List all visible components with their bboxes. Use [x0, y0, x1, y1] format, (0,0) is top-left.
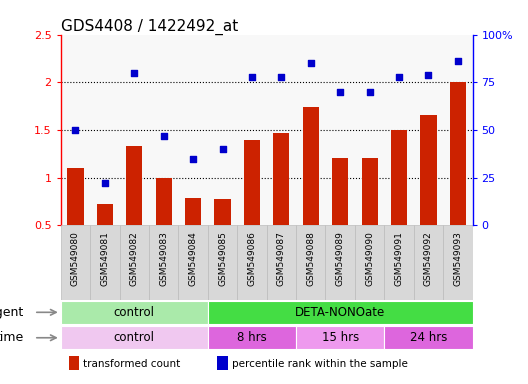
Text: GSM549093: GSM549093	[454, 231, 463, 286]
Bar	[69, 356, 79, 370]
Bar	[450, 82, 466, 225]
Point	[189, 156, 197, 162]
Text: 8 hrs: 8 hrs	[237, 331, 267, 344]
Text: 15 hrs: 15 hrs	[322, 331, 359, 344]
FancyBboxPatch shape	[384, 326, 473, 349]
FancyBboxPatch shape	[61, 301, 208, 324]
Bar	[303, 107, 319, 225]
Bar	[214, 199, 231, 225]
Text: control: control	[114, 306, 155, 319]
FancyBboxPatch shape	[384, 225, 414, 300]
FancyBboxPatch shape	[208, 225, 237, 300]
Bar	[391, 130, 407, 225]
Point	[307, 60, 315, 66]
Point	[454, 58, 462, 65]
Point	[101, 180, 109, 187]
Text: agent: agent	[0, 306, 24, 319]
Bar	[217, 356, 228, 370]
Text: DETA-NONOate: DETA-NONOate	[295, 306, 385, 319]
FancyBboxPatch shape	[61, 326, 208, 349]
Bar	[185, 198, 201, 225]
Point	[336, 89, 344, 95]
Text: 24 hrs: 24 hrs	[410, 331, 447, 344]
FancyBboxPatch shape	[149, 225, 178, 300]
Bar	[126, 146, 143, 225]
Bar	[274, 133, 289, 225]
FancyBboxPatch shape	[237, 225, 267, 300]
Text: GSM549080: GSM549080	[71, 231, 80, 286]
FancyBboxPatch shape	[119, 225, 149, 300]
Text: GSM549091: GSM549091	[394, 231, 403, 286]
FancyBboxPatch shape	[296, 225, 325, 300]
Text: GSM549082: GSM549082	[130, 231, 139, 286]
FancyBboxPatch shape	[208, 301, 473, 324]
Point	[71, 127, 80, 133]
Text: GSM549084: GSM549084	[188, 231, 197, 286]
FancyBboxPatch shape	[296, 326, 384, 349]
Bar	[68, 168, 83, 225]
Text: GSM549085: GSM549085	[218, 231, 227, 286]
Bar	[97, 204, 113, 225]
FancyBboxPatch shape	[443, 225, 473, 300]
Bar	[244, 139, 260, 225]
Text: GSM549081: GSM549081	[100, 231, 109, 286]
Point	[159, 132, 168, 139]
FancyBboxPatch shape	[178, 225, 208, 300]
Text: control: control	[114, 331, 155, 344]
FancyBboxPatch shape	[414, 225, 443, 300]
FancyBboxPatch shape	[267, 225, 296, 300]
FancyBboxPatch shape	[90, 225, 119, 300]
Point	[248, 73, 256, 79]
Text: GSM549090: GSM549090	[365, 231, 374, 286]
Text: GSM549092: GSM549092	[424, 231, 433, 286]
Point	[218, 146, 227, 152]
Bar	[332, 158, 348, 225]
Bar	[362, 158, 378, 225]
Text: GSM549088: GSM549088	[306, 231, 315, 286]
FancyBboxPatch shape	[325, 225, 355, 300]
Bar	[156, 178, 172, 225]
Text: GSM549083: GSM549083	[159, 231, 168, 286]
FancyBboxPatch shape	[208, 326, 296, 349]
FancyBboxPatch shape	[61, 225, 90, 300]
Point	[424, 71, 432, 78]
Text: percentile rank within the sample: percentile rank within the sample	[232, 359, 408, 369]
Text: transformed count: transformed count	[83, 359, 181, 369]
Text: time: time	[0, 331, 24, 344]
Point	[277, 73, 286, 79]
Point	[130, 70, 138, 76]
Point	[365, 89, 374, 95]
Text: GSM549089: GSM549089	[336, 231, 345, 286]
Text: GDS4408 / 1422492_at: GDS4408 / 1422492_at	[61, 18, 238, 35]
Bar	[420, 115, 437, 225]
Text: GSM549087: GSM549087	[277, 231, 286, 286]
FancyBboxPatch shape	[355, 225, 384, 300]
Text: GSM549086: GSM549086	[248, 231, 257, 286]
Point	[395, 73, 403, 79]
